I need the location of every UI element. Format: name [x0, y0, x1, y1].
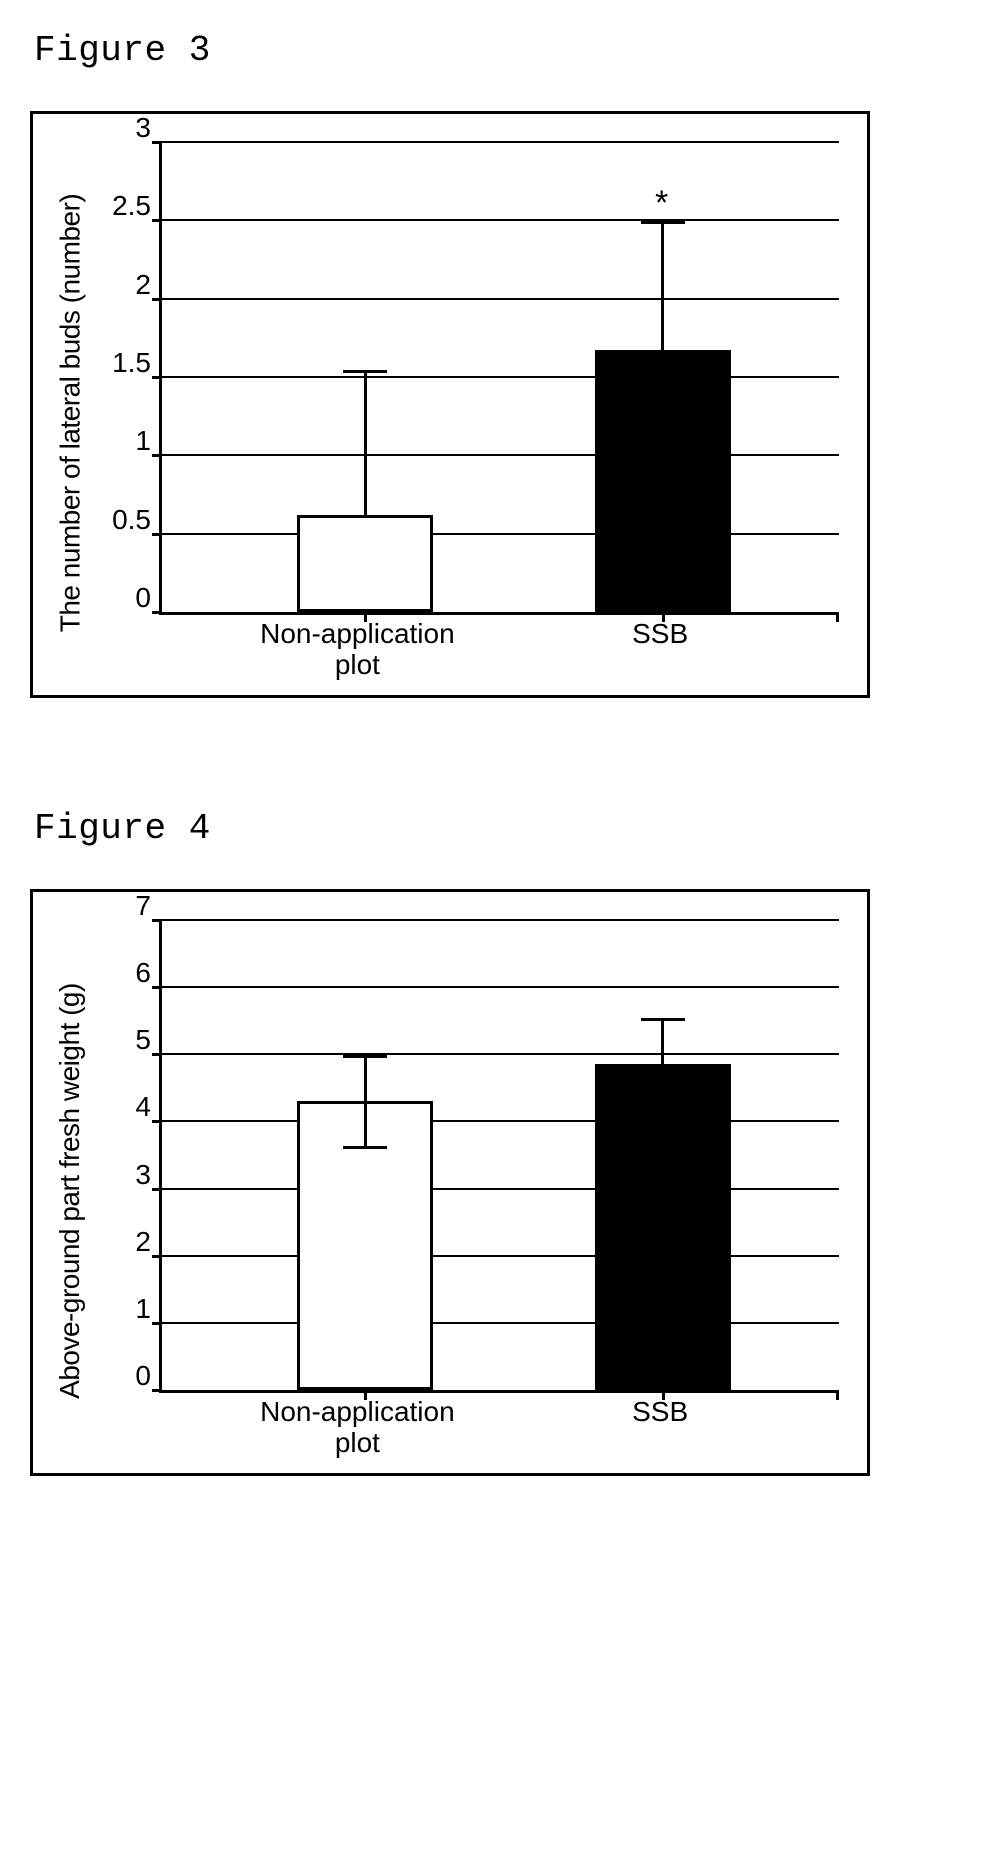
grid-line	[162, 986, 839, 988]
y-axis-tick	[152, 1120, 162, 1123]
grid-line	[162, 919, 839, 921]
grid-line	[162, 1322, 839, 1324]
y-axis-tick	[152, 1053, 162, 1056]
grid-line	[162, 298, 839, 300]
figure-3-yticks: 32.521.510.50	[93, 142, 159, 612]
y-axis-tick	[152, 611, 162, 614]
y-axis-tick	[152, 1322, 162, 1325]
y-axis-tick	[152, 219, 162, 222]
bar	[595, 350, 730, 612]
error-bar	[661, 222, 664, 350]
grid-line	[162, 219, 839, 221]
y-axis-tick	[152, 454, 162, 457]
error-bar-cap	[641, 1018, 685, 1021]
bar	[595, 1064, 730, 1390]
figure-3-xlabels: Non-applicationplot SSB	[93, 615, 839, 683]
figure-3-ylabel-wrap: The number of lateral buds (number)	[47, 142, 93, 683]
error-bar	[364, 1056, 367, 1147]
error-bar	[364, 371, 367, 515]
figure-3-chart-frame: The number of lateral buds (number) 32.5…	[30, 111, 870, 698]
y-axis-tick	[152, 1389, 162, 1392]
y-axis-tick	[152, 141, 162, 144]
grid-line	[162, 141, 839, 143]
x-category-label: Non-applicationplot	[237, 619, 477, 681]
x-category-label: Non-applicationplot	[237, 1397, 477, 1459]
grid-line	[162, 1120, 839, 1122]
figure-4-plot-area	[159, 920, 839, 1393]
error-bar	[661, 1019, 664, 1065]
grid-line	[162, 1255, 839, 1257]
figure-4-ylabel: Above-ground part fresh weight (g)	[54, 983, 86, 1399]
y-axis-tick	[152, 1255, 162, 1258]
figure-4-xlabels: Non-applicationplot SSB	[93, 1393, 839, 1461]
figure-3-block: Figure 3 The number of lateral buds (num…	[30, 30, 962, 698]
figure-4-ylabel-wrap: Above-ground part fresh weight (g)	[47, 920, 93, 1461]
y-axis-tick	[152, 919, 162, 922]
significance-mark: *	[655, 184, 668, 223]
x-category-label: SSB	[540, 619, 780, 650]
y-axis-tick	[152, 376, 162, 379]
grid-line	[162, 1188, 839, 1190]
figure-3-plot-area: *	[159, 142, 839, 615]
y-axis-tick	[152, 533, 162, 536]
figure-4-title: Figure 4	[34, 808, 962, 849]
figure-4-yticks: 76543210	[93, 920, 159, 1390]
error-bar-cap	[343, 370, 387, 373]
y-axis-tick	[152, 986, 162, 989]
y-axis-tick	[152, 298, 162, 301]
y-axis-tick	[152, 1188, 162, 1191]
grid-line	[162, 533, 839, 535]
figure-3-title: Figure 3	[34, 30, 962, 71]
grid-line	[162, 454, 839, 456]
grid-line	[162, 1053, 839, 1055]
error-bar-cap	[343, 1055, 387, 1058]
error-bar-cap	[343, 1146, 387, 1149]
grid-line	[162, 376, 839, 378]
figure-3-ylabel: The number of lateral buds (number)	[54, 193, 86, 632]
figure-4-chart-frame: Above-ground part fresh weight (g) 76543…	[30, 889, 870, 1476]
bar	[297, 515, 432, 612]
figure-4-block: Figure 4 Above-ground part fresh weight …	[30, 808, 962, 1476]
x-category-label: SSB	[540, 1397, 780, 1428]
